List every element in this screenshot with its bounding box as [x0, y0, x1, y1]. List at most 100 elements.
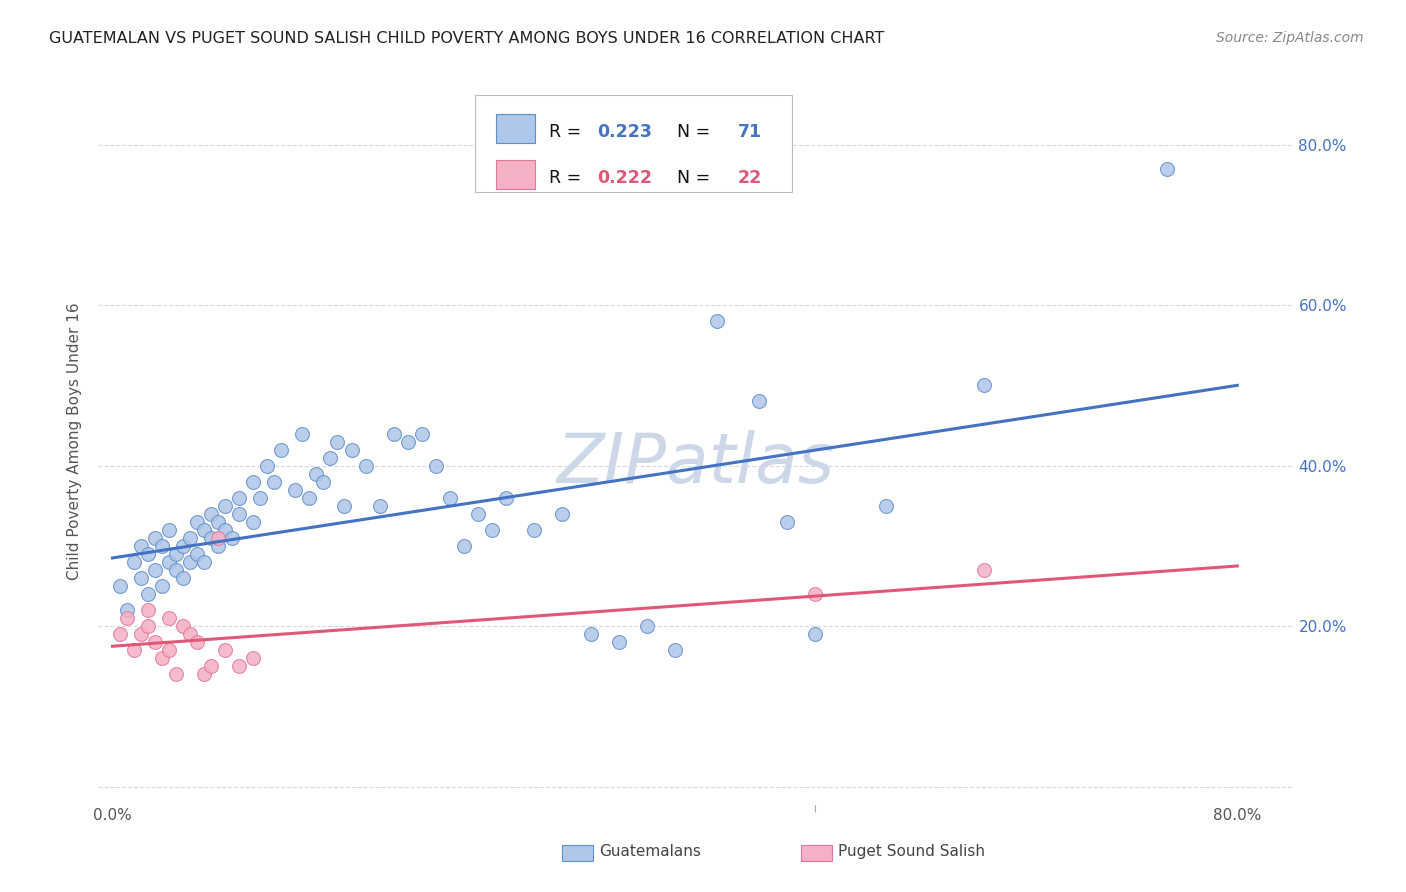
Point: [186, 547, 208, 561]
Point: [664, 643, 686, 657]
Text: R =: R =: [548, 169, 586, 186]
Point: [439, 491, 461, 505]
Point: [368, 499, 391, 513]
Point: [214, 523, 236, 537]
FancyBboxPatch shape: [496, 161, 534, 189]
Point: [333, 499, 356, 513]
Point: [481, 523, 503, 537]
Point: [136, 619, 159, 633]
Point: [551, 507, 574, 521]
Text: 0.223: 0.223: [596, 123, 651, 141]
Point: [207, 539, 229, 553]
Point: [179, 627, 201, 641]
Point: [242, 515, 264, 529]
Point: [136, 587, 159, 601]
Point: [291, 426, 314, 441]
Point: [214, 643, 236, 657]
Point: [804, 627, 827, 641]
Point: [242, 651, 264, 665]
Point: [270, 442, 292, 457]
Point: [312, 475, 335, 489]
Point: [136, 603, 159, 617]
Point: [396, 434, 419, 449]
Point: [157, 523, 180, 537]
Text: Source: ZipAtlas.com: Source: ZipAtlas.com: [1216, 31, 1364, 45]
Point: [221, 531, 243, 545]
Point: [179, 531, 201, 545]
Point: [172, 619, 194, 633]
Point: [136, 547, 159, 561]
Point: [706, 314, 728, 328]
Point: [150, 579, 173, 593]
Point: [284, 483, 307, 497]
Point: [165, 667, 187, 681]
Point: [453, 539, 475, 553]
Point: [165, 547, 187, 561]
Point: [804, 587, 827, 601]
Point: [157, 611, 180, 625]
Point: [523, 523, 546, 537]
Point: [207, 515, 229, 529]
Point: [579, 627, 602, 641]
Point: [129, 571, 152, 585]
Y-axis label: Child Poverty Among Boys Under 16: Child Poverty Among Boys Under 16: [67, 302, 83, 581]
Point: [607, 635, 630, 649]
Point: [228, 507, 250, 521]
Point: [129, 627, 152, 641]
Text: N =: N =: [666, 123, 716, 141]
Point: [354, 458, 377, 473]
Point: [340, 442, 363, 457]
Point: [319, 450, 342, 465]
Point: [228, 491, 250, 505]
Point: [495, 491, 517, 505]
Point: [193, 667, 215, 681]
Point: [200, 507, 222, 521]
Point: [748, 394, 770, 409]
Point: [467, 507, 489, 521]
Point: [143, 563, 166, 577]
Text: Puget Sound Salish: Puget Sound Salish: [838, 845, 986, 859]
Point: [263, 475, 285, 489]
Point: [165, 563, 187, 577]
Text: Guatemalans: Guatemalans: [599, 845, 700, 859]
Point: [242, 475, 264, 489]
Point: [186, 515, 208, 529]
Point: [1156, 161, 1178, 176]
Text: R =: R =: [548, 123, 586, 141]
Point: [172, 571, 194, 585]
Point: [207, 531, 229, 545]
Point: [129, 539, 152, 553]
Point: [143, 635, 166, 649]
FancyBboxPatch shape: [475, 95, 792, 193]
Point: [875, 499, 897, 513]
Point: [157, 555, 180, 569]
Point: [172, 539, 194, 553]
Point: [249, 491, 271, 505]
Point: [776, 515, 799, 529]
Point: [256, 458, 278, 473]
Point: [150, 539, 173, 553]
Point: [186, 635, 208, 649]
Point: [108, 627, 131, 641]
Point: [636, 619, 658, 633]
Text: GUATEMALAN VS PUGET SOUND SALISH CHILD POVERTY AMONG BOYS UNDER 16 CORRELATION C: GUATEMALAN VS PUGET SOUND SALISH CHILD P…: [49, 31, 884, 46]
Point: [298, 491, 321, 505]
Point: [382, 426, 405, 441]
Point: [122, 555, 145, 569]
FancyBboxPatch shape: [496, 114, 534, 144]
Point: [115, 611, 138, 625]
Point: [143, 531, 166, 545]
Point: [973, 563, 995, 577]
Text: 0.222: 0.222: [596, 169, 652, 186]
Point: [193, 523, 215, 537]
Point: [200, 531, 222, 545]
Point: [425, 458, 447, 473]
Point: [150, 651, 173, 665]
Point: [214, 499, 236, 513]
Point: [115, 603, 138, 617]
Point: [411, 426, 433, 441]
Point: [228, 659, 250, 673]
Point: [179, 555, 201, 569]
Point: [122, 643, 145, 657]
Point: [193, 555, 215, 569]
